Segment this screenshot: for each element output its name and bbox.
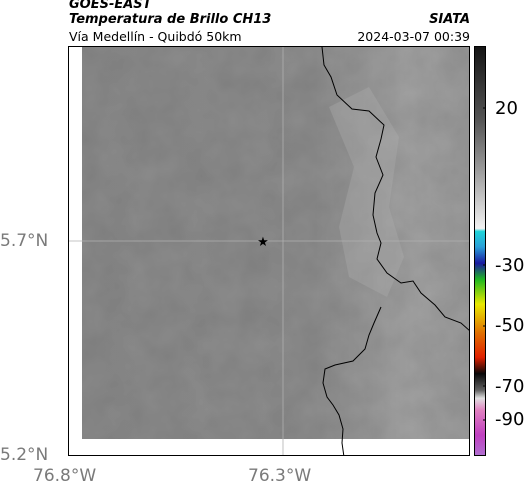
y-tick-5.7N: 5.7°N (0, 231, 49, 251)
department-boundary (321, 47, 469, 331)
colorbar-tick-neg70: -70 (495, 376, 525, 397)
datetime-label: 2024-03-07 00:39 (357, 29, 470, 44)
colorbar-tick-neg50: -50 (495, 315, 525, 336)
star-icon: ★ (257, 235, 269, 250)
cloud-texture (82, 47, 469, 439)
colorbar-gradient (474, 46, 486, 456)
map-panel[interactable]: ★ (68, 46, 470, 456)
y-tick-5.2N: 5.2°N (0, 445, 49, 465)
colorbar-tick-20: 20 (495, 98, 518, 119)
municipal-boundary (322, 306, 382, 455)
cordillera-highlight (329, 87, 404, 297)
org-label: SIATA (429, 12, 470, 27)
colorbar (474, 46, 486, 456)
satellite-title: GOES-EAST (69, 0, 152, 12)
region-subtitle: Vía Medellín - Quibdó 50km (69, 29, 242, 44)
map-svg: ★ (69, 47, 469, 455)
x-tick-76.3W: 76.3°W (248, 466, 312, 486)
x-tick-76.8W: 76.8°W (33, 466, 97, 486)
colorbar-tick-neg90: -90 (495, 409, 525, 430)
product-title: Temperatura de Brillo CH13 (69, 12, 272, 27)
colorbar-tick-neg30: -30 (495, 255, 525, 276)
